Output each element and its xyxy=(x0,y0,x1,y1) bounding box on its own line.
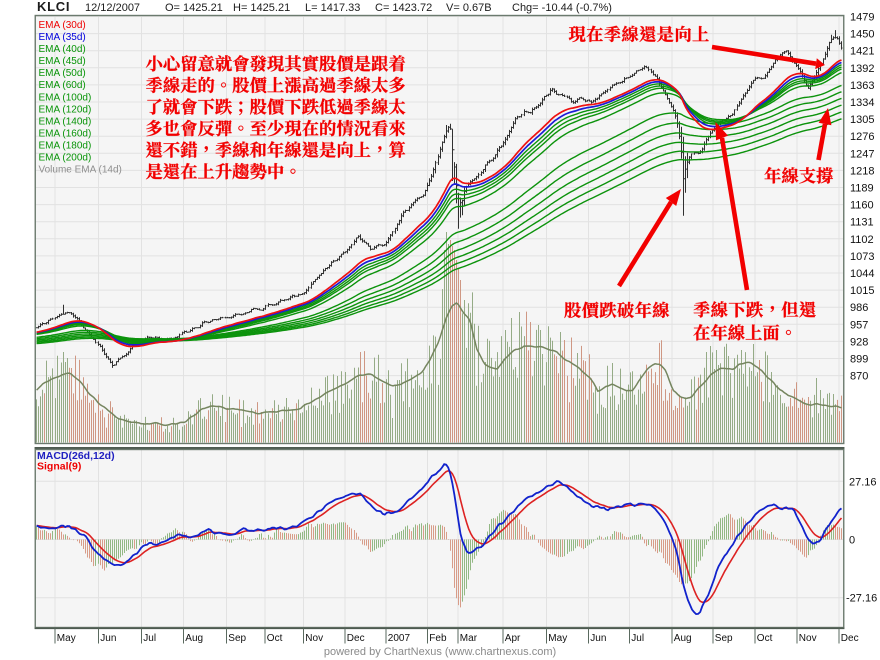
svg-text:1276: 1276 xyxy=(850,131,874,143)
svg-text:EMA (180d): EMA (180d) xyxy=(39,141,92,152)
svg-text:Aug: Aug xyxy=(674,633,692,644)
svg-text:Chg= -10.44 (-0.7%): Chg= -10.44 (-0.7%) xyxy=(512,2,612,14)
svg-text:986: 986 xyxy=(850,302,868,314)
svg-text:Oct: Oct xyxy=(757,633,773,644)
svg-text:Aug: Aug xyxy=(185,633,203,644)
svg-text:1189: 1189 xyxy=(850,183,874,195)
svg-text:1160: 1160 xyxy=(850,200,874,212)
svg-text:EMA (60d): EMA (60d) xyxy=(39,80,86,91)
svg-text:1247: 1247 xyxy=(850,148,874,160)
svg-text:27.16: 27.16 xyxy=(849,476,877,488)
svg-text:1218: 1218 xyxy=(850,165,874,177)
svg-text:Dec: Dec xyxy=(841,633,859,644)
svg-text:Jul: Jul xyxy=(143,633,156,644)
svg-text:Oct: Oct xyxy=(267,633,283,644)
svg-text:1044: 1044 xyxy=(850,268,874,280)
svg-text:1305: 1305 xyxy=(850,114,874,126)
svg-text:1479: 1479 xyxy=(850,12,874,24)
svg-text:1102: 1102 xyxy=(850,234,874,246)
svg-text:870: 870 xyxy=(850,371,868,383)
svg-text:1421: 1421 xyxy=(850,46,874,58)
svg-text:H= 1425.21: H= 1425.21 xyxy=(233,2,290,14)
svg-text:Nov: Nov xyxy=(305,633,323,644)
svg-text:C= 1423.72: C= 1423.72 xyxy=(375,2,432,14)
svg-text:EMA (45d): EMA (45d) xyxy=(39,56,86,67)
svg-text:EMA (200d): EMA (200d) xyxy=(39,153,92,164)
svg-text:Dec: Dec xyxy=(347,633,365,644)
svg-text:EMA (30d): EMA (30d) xyxy=(39,20,86,31)
svg-text:899: 899 xyxy=(850,354,868,366)
svg-text:Jul: Jul xyxy=(631,633,644,644)
svg-text:1131: 1131 xyxy=(850,217,874,229)
svg-text:12/12/2007: 12/12/2007 xyxy=(85,2,140,14)
svg-text:May: May xyxy=(548,633,567,644)
svg-text:2007: 2007 xyxy=(388,633,411,644)
svg-text:1450: 1450 xyxy=(850,29,874,41)
svg-text:0: 0 xyxy=(849,535,855,547)
svg-text:Sep: Sep xyxy=(228,633,246,644)
svg-text:EMA (140d): EMA (140d) xyxy=(39,117,92,128)
svg-text:V= 0.67B: V= 0.67B xyxy=(446,2,492,14)
svg-text:1015: 1015 xyxy=(850,285,874,297)
svg-text:1334: 1334 xyxy=(850,97,874,109)
svg-text:Jun: Jun xyxy=(100,633,116,644)
svg-text:MACD(26d,12d): MACD(26d,12d) xyxy=(37,450,115,462)
svg-text:EMA (100d): EMA (100d) xyxy=(39,92,92,103)
svg-text:EMA (35d): EMA (35d) xyxy=(39,32,86,43)
svg-text:Mar: Mar xyxy=(460,633,478,644)
svg-text:-27.16: -27.16 xyxy=(846,593,877,605)
svg-text:EMA (40d): EMA (40d) xyxy=(39,44,86,55)
svg-text:Sep: Sep xyxy=(715,633,733,644)
svg-text:May: May xyxy=(57,633,76,644)
svg-text:957: 957 xyxy=(850,319,868,331)
svg-text:EMA (160d): EMA (160d) xyxy=(39,129,92,140)
svg-text:Feb: Feb xyxy=(429,633,447,644)
svg-text:Nov: Nov xyxy=(799,633,817,644)
svg-text:KLCI: KLCI xyxy=(37,0,70,14)
svg-text:EMA (120d): EMA (120d) xyxy=(39,104,92,115)
svg-text:Signal(9): Signal(9) xyxy=(37,461,81,473)
svg-text:1392: 1392 xyxy=(850,63,874,75)
svg-text:1363: 1363 xyxy=(850,80,874,92)
svg-text:O= 1425.21: O= 1425.21 xyxy=(165,2,223,14)
svg-text:EMA (50d): EMA (50d) xyxy=(39,68,86,79)
svg-text:powered by ChartNexus (www.cha: powered by ChartNexus (www.chartnexus.co… xyxy=(324,646,556,658)
svg-text:Volume EMA (14d): Volume EMA (14d) xyxy=(39,165,122,176)
svg-text:1073: 1073 xyxy=(850,251,874,263)
svg-text:Apr: Apr xyxy=(505,633,521,644)
svg-text:Jun: Jun xyxy=(590,633,606,644)
svg-text:928: 928 xyxy=(850,336,868,348)
svg-text:L= 1417.33: L= 1417.33 xyxy=(305,2,360,14)
